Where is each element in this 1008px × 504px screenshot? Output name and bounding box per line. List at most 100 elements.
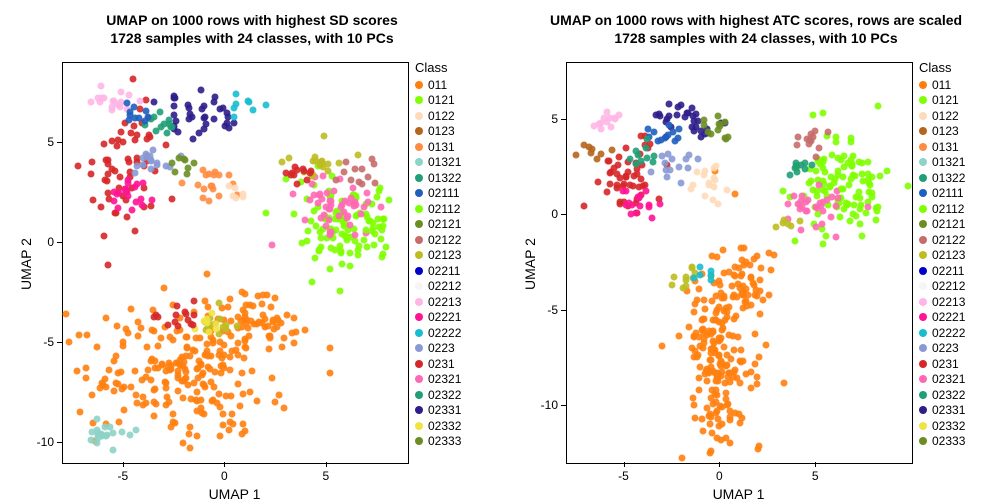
scatter-point [259,312,266,319]
scatter-point [332,176,339,183]
scatter-point [753,253,760,260]
scatter-point [125,177,132,184]
scatter-point [109,446,116,453]
scatter-point [653,112,660,119]
scatter-point [696,272,703,279]
y-tick [57,442,62,443]
scatter-point [208,378,215,385]
scatter-point [265,346,272,353]
scatter-point [781,379,788,386]
x-tick-label: 0 [209,469,239,483]
scatter-point [241,427,248,434]
y-axis-label: UMAP 2 [18,238,34,290]
scatter-point [713,306,720,313]
scatter-point [131,103,138,110]
y-tick [57,142,62,143]
scatter-point [874,207,881,214]
scatter-point [186,431,193,438]
scatter-point [254,397,261,404]
legend-label: 02332 [932,419,965,433]
scatter-point [658,343,665,350]
scatter-point [721,379,728,386]
scatter-point [785,201,792,208]
scatter-point [856,194,863,201]
scatter-point [195,358,202,365]
scatter-point [113,190,120,197]
legend-item: 02332 [919,418,965,434]
scatter-point [118,368,125,375]
scatter-point [754,373,761,380]
scatter-point [750,279,757,286]
scatter-point [104,161,111,168]
scatter-point [707,414,714,421]
scatter-point [151,114,158,121]
scatter-point [97,384,104,391]
scatter-point [606,181,613,188]
scatter-point [709,252,716,259]
scatter-point [731,190,738,197]
scatter-point [679,455,686,462]
scatter-point [121,406,128,413]
scatter-point [169,410,176,417]
scatter-point [272,399,279,406]
legend-item: 02123 [415,248,461,264]
scatter-point [371,180,378,187]
x-tick [719,462,720,467]
scatter-point [804,207,811,214]
scatter-point [710,197,717,204]
legend-label: 0231 [932,357,959,371]
legend-item: 0231 [415,356,461,372]
scatter-point [180,394,187,401]
legend-label: 02123 [428,248,461,262]
scatter-point [119,343,126,350]
legend-swatch [415,174,423,182]
x-tick [224,462,225,467]
legend-item: 02322 [415,387,461,403]
legend-swatch [919,112,927,120]
scatter-point [699,316,706,323]
legend-swatch [919,174,927,182]
scatter-point [200,317,207,324]
scatter-point [372,231,379,238]
scatter-point [379,250,386,257]
legend-swatch [919,344,927,352]
scatter-point [798,226,805,233]
scatter-point [685,324,692,331]
legend-item: 02221 [415,310,461,326]
legend-swatch [919,96,927,104]
scatter-point [212,325,219,332]
scatter-point [668,281,675,288]
y-tick-label: -5 [24,335,54,349]
scatter-point [83,331,90,338]
y-tick-label: -5 [528,303,558,317]
scatter-point [292,329,299,336]
scatter-point [154,313,161,320]
legend-swatch [415,267,423,275]
scatter-point [692,415,699,422]
scatter-point [666,121,673,128]
scatter-point [365,174,372,181]
legend: Class01101210122012301310132101322021110… [919,60,965,449]
scatter-point [239,289,246,296]
scatter-point [723,402,730,409]
scatter-point [94,343,101,350]
scatter-point [752,361,759,368]
scatter-point [73,368,80,375]
scatter-point [736,379,743,386]
scatter-point [346,262,353,269]
scatter-point [308,218,315,225]
scatter-point [293,181,300,188]
scatter-point [691,401,698,408]
scatter-point [123,100,130,107]
scatter-point [700,116,707,123]
scatter-point [298,239,305,246]
scatter-point [262,210,269,217]
scatter-point [232,194,239,201]
scatter-point [170,103,177,110]
scatter-point [747,301,754,308]
scatter-point [327,345,334,352]
scatter-point [117,128,124,135]
scatter-point [594,178,601,185]
scatter-point [240,355,247,362]
legend-item: 0223 [415,341,461,357]
